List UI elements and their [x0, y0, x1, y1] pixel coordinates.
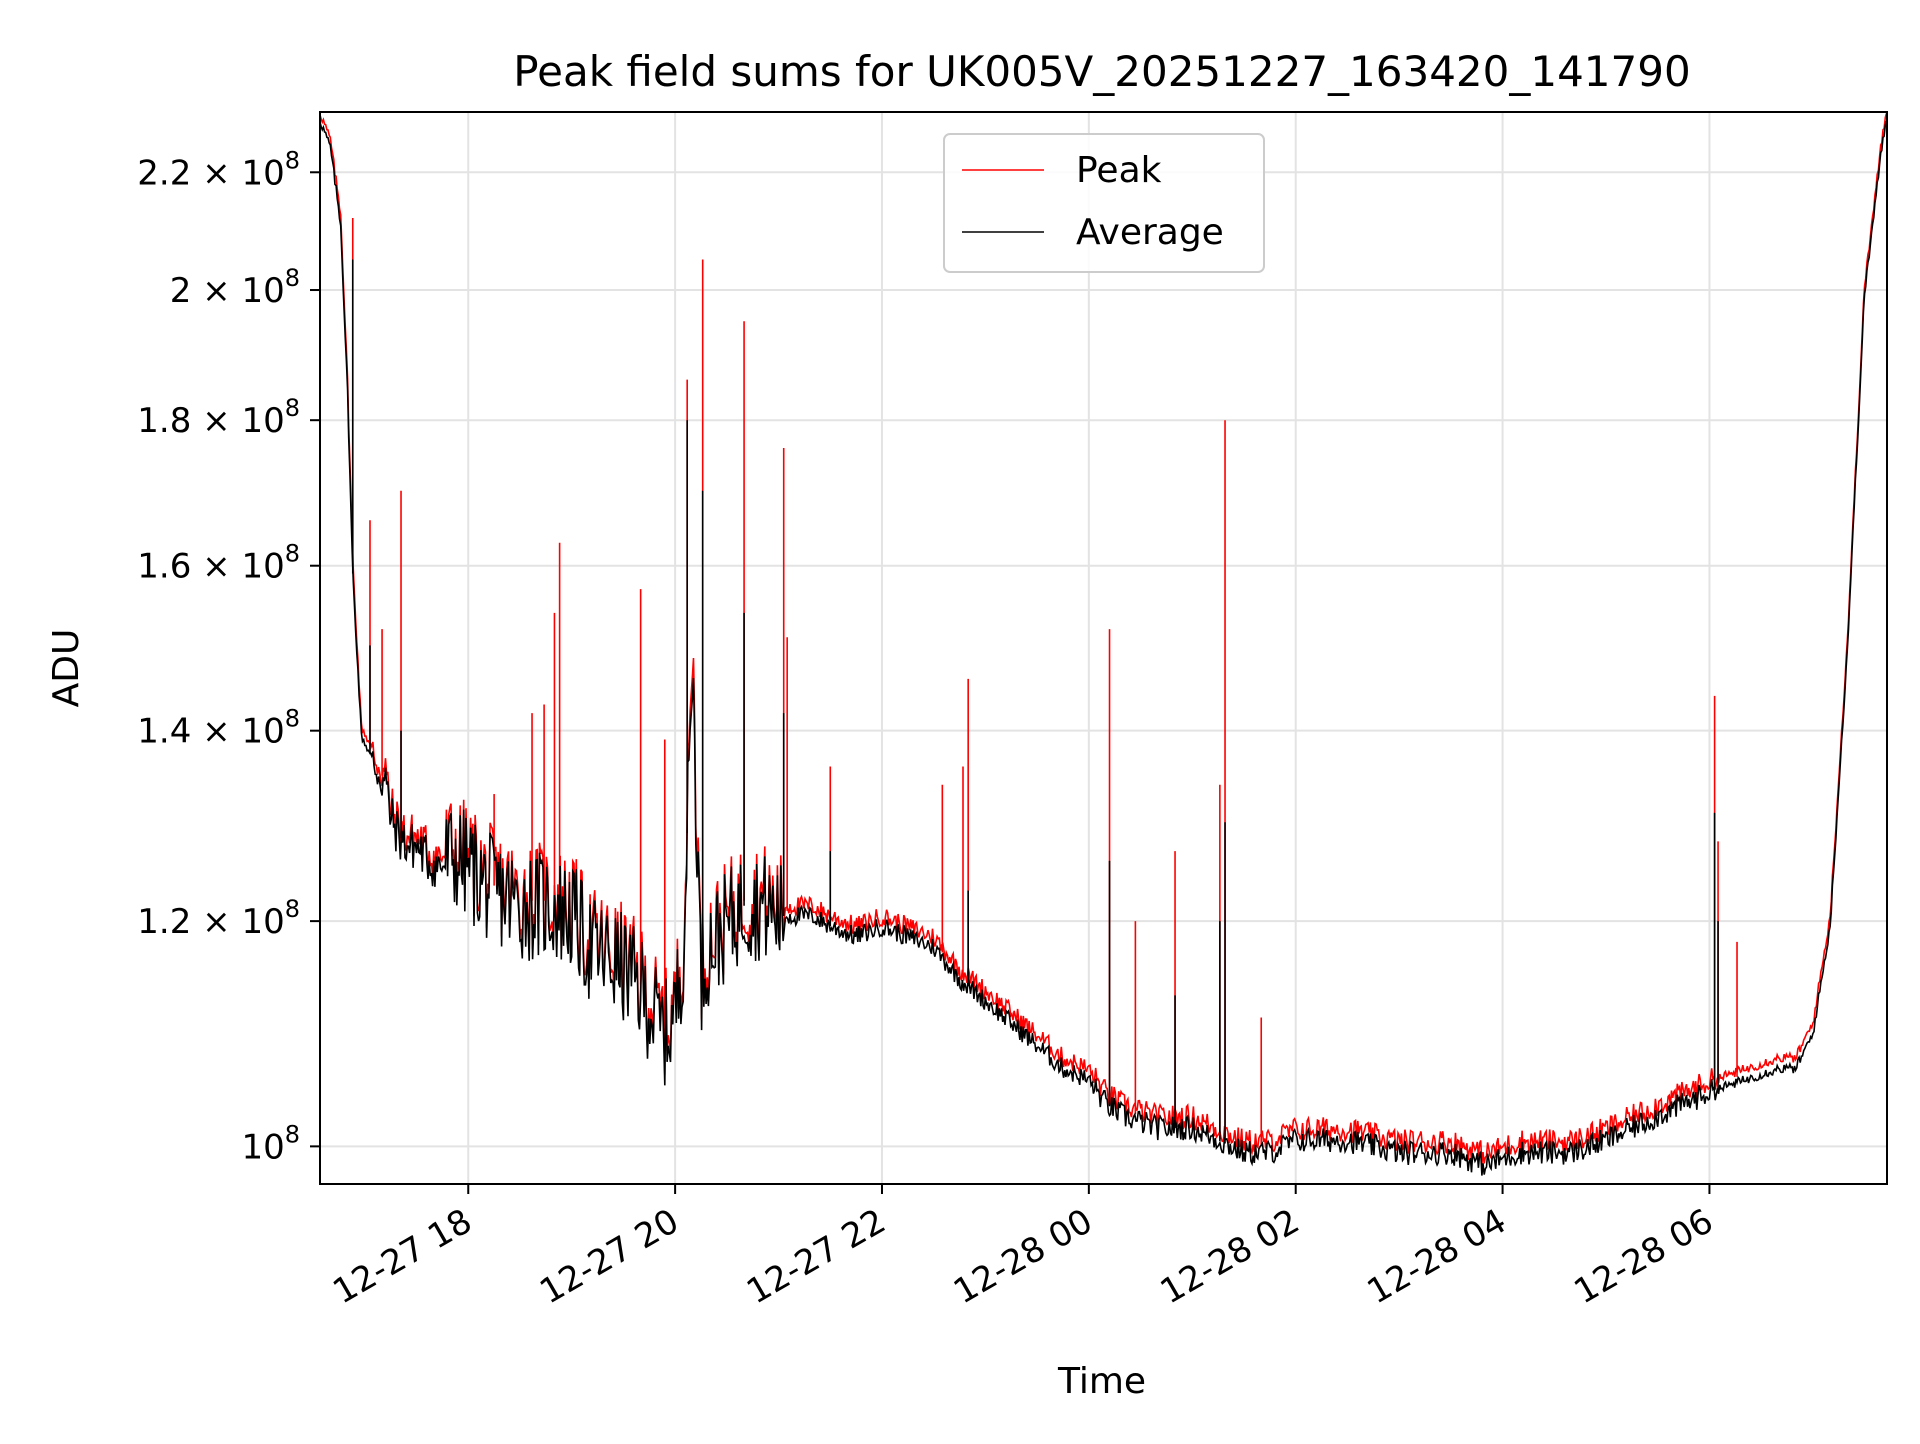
y-tick-exponent: 8	[285, 1120, 300, 1148]
y-tick-label: 1.4 × 108	[137, 705, 300, 752]
x-axis-label: Time	[1057, 1361, 1146, 1402]
y-axis-label: ADU	[46, 629, 87, 708]
chart-title: Peak field sums for UK005V_20251227_1634…	[513, 47, 1690, 96]
y-tick-label: 1.2 × 108	[137, 895, 300, 942]
legend-label-average: Average	[1076, 212, 1224, 253]
y-tick-label: 2 × 108	[170, 264, 300, 311]
y-tick-exponent: 8	[285, 264, 300, 292]
y-tick-exponent: 8	[285, 705, 300, 733]
y-tick-exponent: 8	[285, 540, 300, 568]
y-tick-base: 2 × 10	[170, 271, 285, 311]
y-tick-base: 1.4 × 10	[137, 712, 284, 752]
y-tick-base: 1.2 × 10	[137, 902, 284, 942]
legend-box	[943, 133, 1265, 273]
legend-label-peak: Peak	[1076, 150, 1162, 191]
y-tick-label: 2.2 × 108	[137, 146, 300, 193]
y-tick-label: 1.8 × 108	[137, 394, 300, 441]
legend: Peak Average	[943, 133, 1265, 273]
plot-frame	[319, 111, 1888, 1185]
y-tick-exponent: 8	[285, 394, 300, 422]
series-layer	[320, 113, 1887, 1176]
y-tick-base: 2.2 × 10	[137, 153, 284, 193]
y-tick-label: 1.6 × 108	[137, 540, 300, 587]
y-tick-exponent: 8	[285, 895, 300, 923]
y-tick-label: 108	[241, 1120, 300, 1167]
series-line-average	[320, 120, 1887, 1176]
series-line-peak	[320, 113, 1887, 1165]
y-tick-exponent: 8	[285, 146, 300, 174]
y-tick-base: 10	[241, 1127, 284, 1167]
y-tick-base: 1.8 × 10	[137, 401, 284, 441]
y-tick-base: 1.6 × 10	[137, 547, 284, 587]
